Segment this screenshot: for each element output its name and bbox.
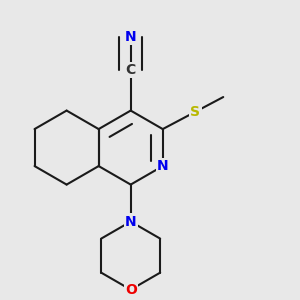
Text: O: O — [125, 283, 136, 297]
Text: S: S — [190, 105, 200, 119]
Text: N: N — [125, 214, 136, 229]
Text: N: N — [157, 159, 169, 173]
Text: C: C — [126, 63, 136, 77]
Text: N: N — [125, 30, 136, 44]
